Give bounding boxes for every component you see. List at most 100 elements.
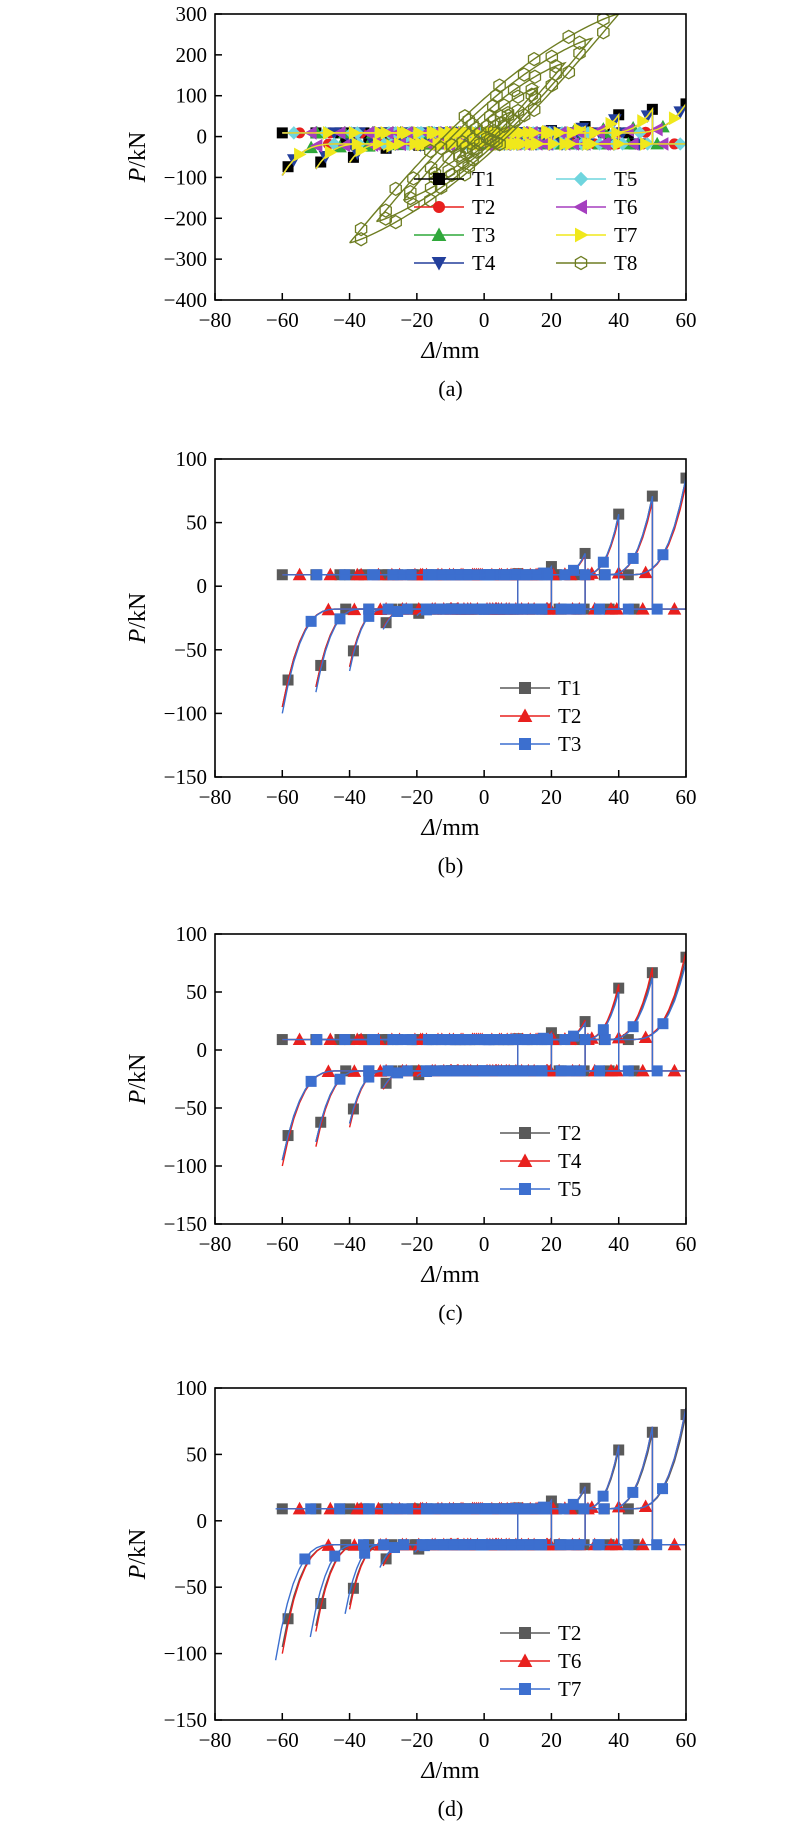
- legend-marker: [519, 1183, 531, 1195]
- series-line: [315, 1426, 654, 1632]
- x-tick-label: 40: [608, 1728, 629, 1752]
- x-tick-label: −60: [266, 1232, 299, 1256]
- data-point: [389, 181, 402, 197]
- y-tick-label: 0: [197, 574, 208, 598]
- panel-label: (c): [438, 1300, 462, 1325]
- data-point: [593, 1065, 605, 1077]
- legend-label: T8: [614, 251, 637, 275]
- legend-item-T2: T2: [500, 1121, 581, 1145]
- x-tick-label: −20: [400, 308, 433, 332]
- legend-label: T2: [472, 195, 495, 219]
- legend-label: T5: [614, 167, 637, 191]
- legend-marker: [575, 227, 589, 243]
- legend-marker: [519, 738, 531, 750]
- legend-marker: [573, 171, 589, 187]
- data-point: [627, 1486, 639, 1498]
- data-point: [484, 569, 496, 581]
- data-point: [392, 1067, 404, 1079]
- legend-item-T6: T6: [500, 1649, 581, 1673]
- x-axis-label: Δ/mm: [420, 1262, 479, 1288]
- data-point: [545, 49, 559, 65]
- data-point: [363, 1503, 375, 1515]
- data-point: [416, 1539, 428, 1551]
- x-tick-label: 0: [479, 1728, 490, 1752]
- x-tick-label: −80: [199, 785, 232, 809]
- legend-label: T4: [472, 251, 496, 275]
- x-tick-label: −80: [199, 1728, 232, 1752]
- legend-item-T7: T7: [500, 1677, 581, 1701]
- series-line: [315, 977, 654, 1142]
- data-point: [458, 109, 472, 124]
- legend-item-T5: T5: [556, 167, 637, 191]
- data-point: [597, 1490, 609, 1502]
- data-point: [409, 137, 422, 151]
- plot-frame: [214, 933, 687, 1225]
- data-point: [294, 147, 307, 162]
- x-tick-label: 20: [541, 308, 562, 332]
- y-tick-label: −200: [164, 206, 207, 230]
- data-point: [426, 569, 438, 581]
- y-tick-label: −50: [174, 1096, 207, 1120]
- series-line: [375, 37, 594, 223]
- data-point: [657, 1483, 669, 1495]
- plot-area: [276, 951, 686, 1167]
- x-tick-label: 40: [608, 1232, 629, 1256]
- y-tick-label: −100: [164, 165, 207, 189]
- series-T4: [281, 951, 686, 1167]
- data-point: [322, 126, 336, 140]
- data-point: [517, 107, 531, 123]
- x-tick-label: 0: [479, 308, 490, 332]
- legend-item-T2: T2: [500, 704, 581, 728]
- series-T8: [349, 14, 620, 247]
- legend-item-T7: T7: [556, 223, 637, 247]
- series-line: [315, 501, 654, 688]
- data-point: [426, 1034, 438, 1046]
- data-point: [599, 569, 611, 581]
- data-point: [305, 615, 317, 627]
- series-line: [281, 962, 686, 1161]
- legend-label: T1: [472, 167, 495, 191]
- data-point: [638, 1030, 653, 1044]
- series-line: [281, 951, 686, 1167]
- x-tick-label: −40: [333, 1232, 366, 1256]
- data-point: [351, 137, 365, 151]
- series-line: [348, 984, 620, 1128]
- legend-label: T2: [558, 1121, 581, 1145]
- data-point: [598, 1503, 610, 1515]
- legend-item-T1: T1: [500, 676, 581, 700]
- data-point: [311, 1034, 323, 1046]
- x-tick-label: 20: [541, 1232, 562, 1256]
- data-point: [680, 472, 686, 484]
- legend-item-T4: T4: [500, 1149, 582, 1173]
- data-point: [389, 214, 402, 230]
- data-point: [680, 1409, 686, 1421]
- legend-label: T3: [472, 223, 495, 247]
- data-point: [493, 78, 506, 93]
- x-tick-label: 60: [676, 1728, 697, 1752]
- data-point: [562, 29, 576, 45]
- data-point: [474, 136, 487, 152]
- y-tick-label: 50: [186, 980, 207, 1004]
- y-tick-label: 300: [176, 2, 208, 26]
- x-tick-label: 60: [676, 785, 697, 809]
- x-tick-label: 20: [541, 785, 562, 809]
- legend-marker: [431, 257, 447, 271]
- legend-item-T3: T3: [500, 732, 581, 756]
- legend-label: T4: [558, 1149, 582, 1173]
- series-line: [344, 1445, 620, 1614]
- legend: T1 T2 T3: [500, 676, 581, 756]
- legend-item-T2: T2: [500, 1621, 581, 1645]
- legend-item-T6: T6: [556, 195, 637, 219]
- series-T5: [281, 962, 686, 1161]
- legend-marker: [519, 1683, 531, 1695]
- x-tick-label: −60: [266, 785, 299, 809]
- series-T2: [276, 1409, 686, 1648]
- series-line: [348, 518, 620, 667]
- series-line: [274, 1407, 686, 1661]
- panel-label: (a): [438, 376, 462, 401]
- data-point: [334, 1073, 346, 1085]
- data-point: [420, 603, 432, 615]
- legend-marker: [433, 173, 445, 185]
- y-tick-label: −50: [174, 638, 207, 662]
- y-tick-label: −100: [164, 1154, 207, 1178]
